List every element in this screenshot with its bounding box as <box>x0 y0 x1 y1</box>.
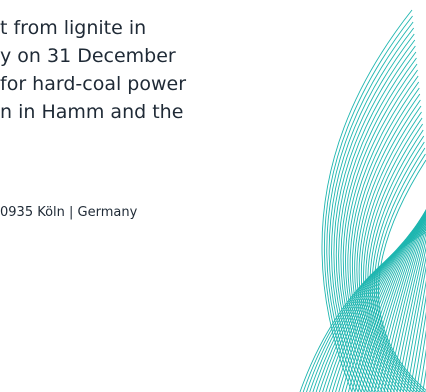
wave-line <box>326 21 414 392</box>
wave-line <box>396 245 426 392</box>
body-text-line: for hard-coal power <box>0 73 187 95</box>
wave-line <box>335 45 416 392</box>
wave-line <box>393 237 426 392</box>
wave-line <box>380 217 426 392</box>
wave-line <box>338 51 417 392</box>
wave-line <box>354 209 426 392</box>
wave-line <box>399 255 426 392</box>
wave-line <box>328 27 415 392</box>
wave-line <box>373 213 426 392</box>
wave-line <box>345 69 418 392</box>
wave-line <box>357 209 426 392</box>
body-text-line: n in Hamm and the <box>0 101 184 123</box>
wave-line <box>364 209 426 392</box>
wave-line <box>386 225 426 392</box>
wave-line <box>412 311 426 392</box>
body-text-line: y on 31 December <box>0 45 176 67</box>
wave-line <box>367 129 424 392</box>
wave-line <box>406 279 426 392</box>
wave-line <box>365 123 424 392</box>
wave-line <box>360 111 422 392</box>
body-text-line: t from lignite in <box>0 17 147 39</box>
wave-line <box>390 231 426 392</box>
wave-line <box>377 215 426 392</box>
wave-line <box>363 117 423 392</box>
wave-line <box>376 153 426 392</box>
wave-line <box>415 329 426 392</box>
wave-line <box>356 99 421 392</box>
wave-line <box>358 105 422 392</box>
wave-line <box>409 294 426 392</box>
wave-line <box>342 63 418 392</box>
wave-line <box>333 39 416 392</box>
wave-line <box>321 9 413 392</box>
body-text: t from lignite in y on 31 December for h… <box>0 14 300 126</box>
wave-line <box>340 57 417 392</box>
wave-line <box>370 211 426 392</box>
wave-line <box>354 93 421 392</box>
wave-line <box>383 221 426 392</box>
wave-line <box>367 210 426 392</box>
wave-line <box>378 159 426 391</box>
lower-line-fan <box>299 209 426 392</box>
wave-line <box>360 209 426 392</box>
wave-line <box>419 348 426 392</box>
wave-line <box>331 33 415 392</box>
wave-line <box>402 266 426 392</box>
address-text: 0935 Köln | Germany <box>0 205 138 220</box>
